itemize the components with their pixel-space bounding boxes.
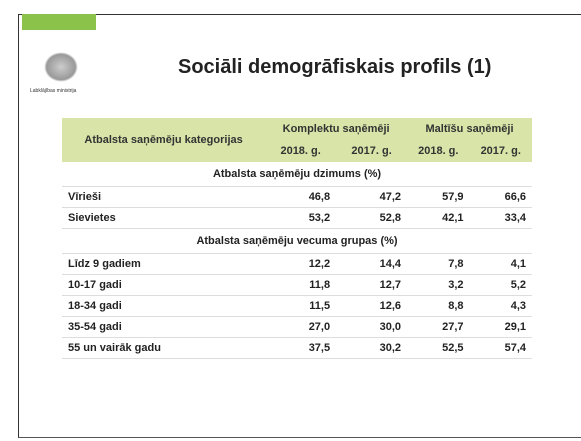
value-cell: 53,2	[265, 207, 337, 229]
data-row: Sievietes 53,2 52,8 42,1 33,4	[62, 207, 532, 229]
year-header: 2017. g.	[336, 140, 408, 162]
year-header: 2017. g.	[469, 140, 532, 162]
data-row: 10-17 gadi 11,8 12,7 3,2 5,2	[62, 274, 532, 296]
section-title: Atbalsta saņēmēju dzimums (%)	[62, 162, 532, 187]
data-row: 35-54 gadi 27,0 30,0 27,7 29,1	[62, 316, 532, 338]
value-cell: 46,8	[265, 186, 337, 208]
value-cell: 66,6	[469, 186, 532, 208]
header-row: 2018. g. 2017. g. 2018. g. 2017. g.	[62, 140, 532, 162]
value-cell: 33,4	[469, 207, 532, 229]
value-cell: 27,7	[407, 316, 470, 338]
data-row: Vīrieši 46,8 47,2 57,9 66,6	[62, 186, 532, 208]
section-row: Atbalsta saņēmēju vecuma grupas (%)	[62, 228, 532, 254]
data-row: 18-34 gadi 11,5 12,6 8,8 4,3	[62, 295, 532, 317]
row-label: Vīrieši	[62, 186, 266, 208]
value-cell: 8,8	[407, 295, 470, 317]
group-header: Komplektu saņēmēji	[265, 118, 408, 140]
value-cell: 57,9	[407, 186, 470, 208]
value-cell: 29,1	[469, 316, 532, 338]
value-cell: 37,5	[265, 337, 337, 359]
value-cell: 11,8	[265, 274, 337, 296]
row-label: 35-54 gadi	[62, 316, 266, 338]
header-row: Atbalsta saņēmēju kategorijas Komplektu s…	[62, 118, 532, 162]
title: Sociāli demogrāfiskais profils (1)	[178, 56, 492, 78]
row-label: Līdz 9 gadiem	[62, 253, 266, 275]
value-cell: 27,0	[265, 316, 337, 338]
value-cell: 12,2	[265, 253, 337, 275]
year-header: 2018. g.	[407, 140, 470, 162]
value-cell: 12,6	[336, 295, 408, 317]
value-cell: 47,2	[336, 186, 408, 208]
row-label: Sievietes	[62, 207, 266, 229]
row-label: 55 un vairāk gadu	[62, 337, 266, 359]
logo	[44, 52, 78, 82]
value-cell: 14,4	[336, 253, 408, 275]
value-cell: 12,7	[336, 274, 408, 296]
value-cell: 52,5	[407, 337, 470, 359]
table: Atbalsta saņēmēju kategorijas Komplektu s…	[62, 118, 532, 359]
value-cell: 7,8	[407, 253, 470, 275]
value-cell: 57,4	[469, 337, 532, 359]
group-header: Maltīšu saņēmēji	[407, 118, 532, 140]
frame	[18, 14, 581, 438]
value-cell: 4,1	[469, 253, 532, 275]
row-label: 10-17 gadi	[62, 274, 266, 296]
section-row: Atbalsta saņēmēju dzimums (%)	[62, 162, 532, 187]
value-cell: 42,1	[407, 207, 470, 229]
accent-bar	[22, 14, 96, 30]
value-cell: 52,8	[336, 207, 408, 229]
category-header: Atbalsta saņēmēju kategorijas	[62, 118, 266, 162]
logo-text: Labklājības ministrija	[30, 88, 77, 94]
data-row: Līdz 9 gadiem 12,2 14,4 7,8 4,1	[62, 253, 532, 275]
row-label: 18-34 gadi	[62, 295, 266, 317]
year-header: 2018. g.	[265, 140, 337, 162]
value-cell: 30,2	[336, 337, 408, 359]
value-cell: 30,0	[336, 316, 408, 338]
value-cell: 11,5	[265, 295, 337, 317]
data-row: 55 un vairāk gadu 37,5 30,2 52,5 57,4	[62, 337, 532, 359]
value-cell: 4,3	[469, 295, 532, 317]
section-title: Atbalsta saņēmēju vecuma grupas (%)	[62, 228, 532, 254]
value-cell: 5,2	[469, 274, 532, 296]
value-cell: 3,2	[407, 274, 470, 296]
